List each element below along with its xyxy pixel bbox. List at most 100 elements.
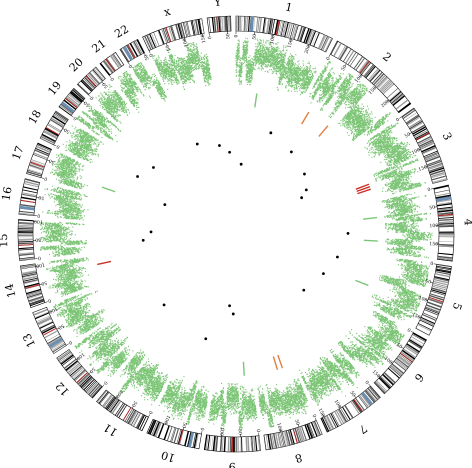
scatter-point (356, 131, 357, 132)
scatter-point (334, 73, 335, 74)
scatter-point (392, 140, 393, 141)
scatter-point (236, 65, 237, 66)
scatter-point (274, 52, 275, 53)
scatter-point (282, 68, 283, 69)
scatter-point (371, 111, 372, 112)
scatter-point (236, 71, 237, 72)
scatter-point (272, 51, 273, 52)
scatter-point (242, 64, 243, 65)
scatter-point (354, 134, 355, 135)
scatter-point (240, 81, 241, 82)
scatter-point (260, 39, 261, 40)
scatter-point (368, 115, 369, 116)
scatter-point (266, 65, 267, 66)
scatter-point (237, 57, 238, 58)
scatter-point (274, 71, 275, 72)
scatter-point (331, 116, 332, 117)
scatter-point (295, 54, 296, 55)
scatter-point (332, 77, 333, 78)
scatter-point (361, 133, 362, 134)
scatter-point (362, 88, 363, 89)
scatter-point (269, 47, 270, 48)
scatter-point (245, 45, 246, 46)
scatter-point (265, 61, 266, 62)
scatter-point (294, 85, 295, 86)
scatter-point (346, 99, 347, 100)
scatter-point (353, 137, 354, 138)
scatter-point (381, 148, 382, 149)
scatter-point (350, 91, 351, 92)
scatter-point (344, 116, 345, 117)
scatter-point (263, 40, 264, 41)
scatter-point (239, 55, 240, 56)
scatter-point (311, 80, 312, 81)
scatter-point (327, 66, 328, 67)
scatter-point (259, 43, 260, 44)
scatter-point (300, 72, 301, 73)
scatter-point (304, 82, 305, 83)
scatter-point (333, 72, 334, 73)
scatter-point (353, 103, 354, 104)
scatter-point (291, 71, 292, 72)
scatter-point (277, 50, 278, 51)
scatter-point (310, 72, 311, 73)
scatter-point (246, 79, 247, 80)
scatter-point (349, 102, 350, 103)
scatter-point (351, 86, 352, 87)
scatter-point (283, 49, 284, 50)
scatter-point (389, 149, 390, 150)
scatter-point (362, 113, 363, 114)
scatter-point (361, 94, 362, 95)
scatter-point (246, 56, 247, 57)
scatter-point (375, 149, 376, 150)
scatter-point (355, 128, 356, 129)
scatter-point (298, 86, 299, 87)
scatter-point (363, 132, 364, 133)
scatter-point (365, 129, 366, 130)
scatter-point (348, 84, 349, 85)
scatter-point (339, 78, 340, 79)
scatter-point (283, 47, 284, 48)
scatter-point (239, 48, 240, 49)
scatter-point (303, 79, 304, 80)
scatter-point (266, 57, 267, 58)
scatter-point (239, 52, 240, 53)
scatter-point (352, 113, 353, 114)
scatter-point (281, 73, 282, 74)
scatter-point (284, 65, 285, 66)
scatter-point (244, 61, 245, 62)
scatter-point (350, 111, 351, 112)
scatter-point (293, 56, 294, 57)
scatter-point (343, 101, 344, 102)
scatter-point (385, 136, 386, 137)
scatter-point (363, 106, 364, 107)
scatter-point (262, 44, 263, 45)
scatter-point (351, 76, 352, 77)
scatter-point (250, 61, 251, 62)
scatter-point (247, 45, 248, 46)
scatter-point (309, 83, 310, 84)
scatter-point (238, 59, 239, 60)
scatter-point (364, 120, 365, 121)
scatter-point (333, 92, 334, 93)
scatter-point (321, 97, 322, 98)
scatter-point (283, 50, 284, 51)
scatter-point (298, 81, 299, 82)
scatter-point (369, 122, 370, 123)
scatter-point (383, 149, 384, 150)
scatter-point (283, 61, 284, 62)
scatter-point (340, 125, 341, 126)
scatter-point (359, 135, 360, 136)
scatter-point (329, 79, 330, 80)
scatter-point (343, 119, 344, 120)
scatter-point (332, 78, 333, 79)
scatter-point (307, 88, 308, 89)
scatter-point (336, 104, 337, 105)
scatter-point (324, 96, 325, 97)
scatter-point (313, 76, 314, 77)
scatter-point (339, 79, 340, 80)
scatter-point (363, 95, 364, 96)
scatter-point (362, 116, 363, 117)
scatter-point (239, 62, 240, 63)
scatter-point (237, 50, 238, 51)
